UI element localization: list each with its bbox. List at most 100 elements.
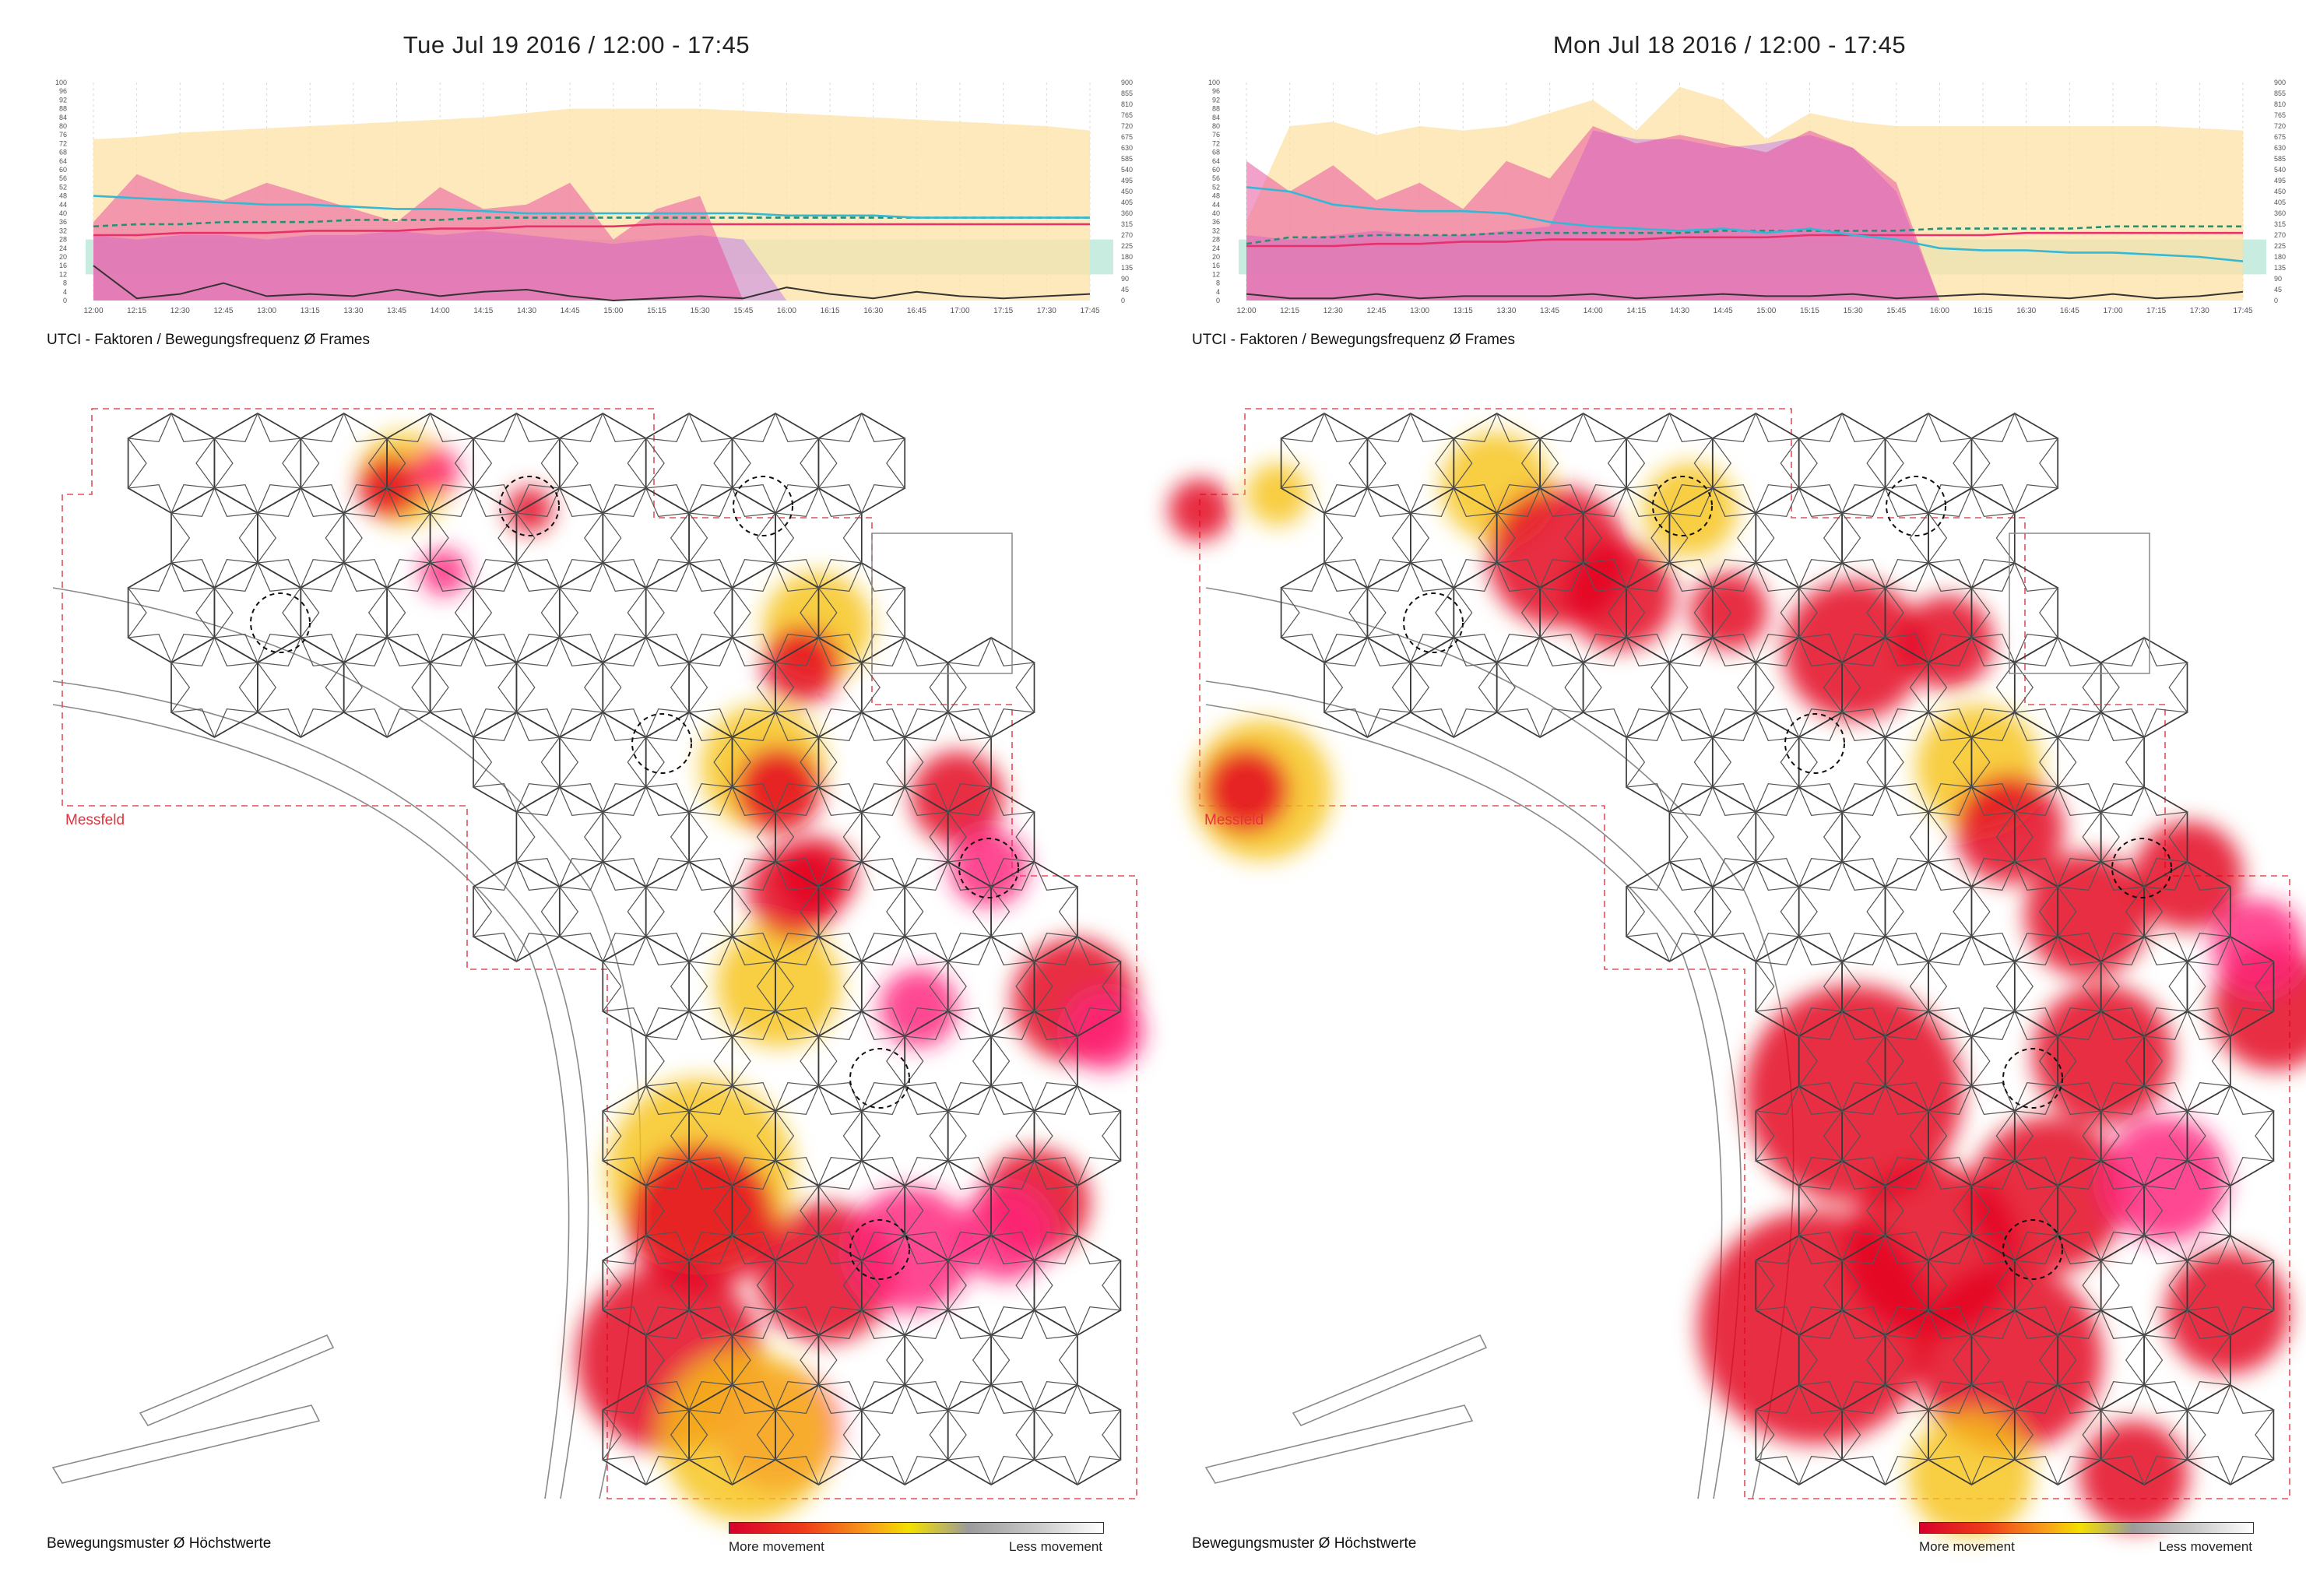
pink-area	[1246, 126, 2243, 301]
hex-cell	[473, 712, 561, 813]
x-tick-label: 15:45	[733, 307, 753, 315]
x-tick-label: 13:00	[1410, 307, 1429, 315]
y2-tick-label: 900	[1121, 79, 1133, 86]
star-pattern	[1884, 860, 1973, 963]
legend-more-label: More movement	[729, 1539, 824, 1554]
heat-blob	[1955, 775, 2064, 884]
x-tick-label: 13:45	[1540, 307, 1559, 315]
y-tick-label: 48	[1212, 192, 1220, 200]
y2-tick-label: 450	[1121, 188, 1133, 195]
heat-legend: More movement Less movement	[729, 1522, 1107, 1566]
y-tick-label: 80	[1212, 122, 1220, 130]
side-structure	[2009, 533, 2150, 674]
x-tick-label: 13:15	[301, 307, 320, 315]
hex-cell	[1755, 487, 1843, 589]
heat-blob	[950, 829, 1028, 907]
hex-cell	[1626, 712, 1714, 813]
y-tick-label: 28	[59, 236, 67, 244]
hex-cell	[127, 413, 216, 514]
star-pattern	[1409, 636, 1498, 739]
dashed-circle	[499, 476, 560, 536]
hex-cell	[300, 562, 388, 663]
y2-tick-label: 585	[2274, 155, 2286, 163]
platform-outline	[139, 1334, 335, 1427]
y2-tick-label: 360	[2274, 209, 2286, 217]
x-tick-label: 14:15	[473, 307, 493, 315]
star-pattern	[990, 1309, 1079, 1411]
hex-cell	[170, 637, 258, 738]
star-pattern	[1582, 636, 1671, 739]
hex-cell	[817, 413, 906, 514]
y-tick-label: 44	[1212, 201, 1220, 209]
x-tick-label: 16:00	[777, 307, 796, 315]
y-tick-label: 40	[59, 209, 67, 217]
y-tick-label: 80	[59, 122, 67, 130]
movement-heatmap-jul-19	[51, 408, 1144, 1522]
hex-cell	[1970, 413, 2059, 514]
dashed-circle	[1784, 713, 1845, 774]
x-tick-label: 14:00	[1584, 307, 1603, 315]
hex-cell	[1798, 413, 1886, 514]
hex-cell	[731, 413, 820, 514]
star-pattern	[602, 935, 691, 1038]
y2-tick-label: 315	[2274, 220, 2286, 228]
x-tick-label: 12:45	[213, 307, 233, 315]
chart-caption: UTCI - Faktoren / Bewegungsfrequenz Ø Fr…	[47, 332, 370, 348]
star-pattern	[602, 487, 691, 589]
dashed-circle	[2111, 838, 2172, 898]
star-pattern	[1033, 1383, 1122, 1486]
y-tick-label: 92	[59, 96, 67, 104]
hex-cell	[213, 413, 302, 514]
star-pattern	[472, 561, 561, 664]
dashed-circle	[250, 592, 311, 653]
star-pattern	[256, 487, 345, 589]
star-pattern	[170, 636, 259, 739]
hex-cell	[1410, 637, 1498, 738]
star-pattern	[1798, 860, 1886, 963]
heat-blob	[2134, 821, 2243, 930]
y-tick-label: 20	[59, 253, 67, 261]
y-tick-label: 24	[59, 244, 67, 252]
y2-tick-label: 0	[2274, 297, 2278, 304]
y-tick-label: 0	[1216, 297, 1220, 304]
star-pattern	[170, 487, 259, 589]
x-tick-label: 15:30	[691, 307, 710, 315]
hex-cell	[817, 712, 906, 813]
heat-layer	[1169, 432, 2306, 1538]
side-structure	[871, 533, 1013, 674]
x-tick-label: 16:30	[2016, 307, 2036, 315]
star-pattern	[860, 636, 949, 739]
x-tick-label: 16:15	[1974, 307, 1993, 315]
star-pattern	[2186, 1383, 2275, 1486]
hex-cell	[602, 786, 690, 888]
y2-tick-label: 270	[2274, 231, 2286, 239]
y2-tick-label: 45	[2274, 286, 2282, 294]
y2-tick-label: 405	[1121, 199, 1133, 206]
star-pattern	[687, 487, 777, 589]
star-pattern	[1668, 636, 1757, 739]
star-pattern	[558, 412, 647, 515]
y-tick-label: 48	[59, 192, 67, 200]
hex-cell	[1033, 1384, 1122, 1485]
y-tick-label: 12	[1212, 270, 1220, 278]
x-tick-label: 16:45	[907, 307, 926, 315]
platform-outline	[1204, 1404, 1474, 1484]
y-tick-label: 16	[59, 262, 67, 269]
hex-cell	[1928, 487, 2016, 589]
y-tick-label: 40	[1212, 209, 1220, 217]
hex-cell	[1711, 861, 1800, 962]
x-tick-label: 12:30	[1323, 307, 1343, 315]
y-tick-label: 4	[63, 288, 67, 296]
y2-tick-label: 630	[1121, 144, 1133, 152]
black-line	[93, 265, 1091, 302]
y2-tick-label: 585	[1121, 155, 1133, 163]
y2-tick-label: 225	[1121, 242, 1133, 250]
y-tick-label: 28	[1212, 236, 1220, 244]
x-tick-label: 16:00	[1930, 307, 1949, 315]
hex-cell	[990, 1309, 1078, 1411]
y-tick-label: 76	[59, 131, 67, 139]
star-pattern	[645, 412, 733, 515]
y-tick-label: 16	[1212, 262, 1220, 269]
hex-cell	[1582, 637, 1671, 738]
x-tick-label: 14:45	[561, 307, 580, 315]
